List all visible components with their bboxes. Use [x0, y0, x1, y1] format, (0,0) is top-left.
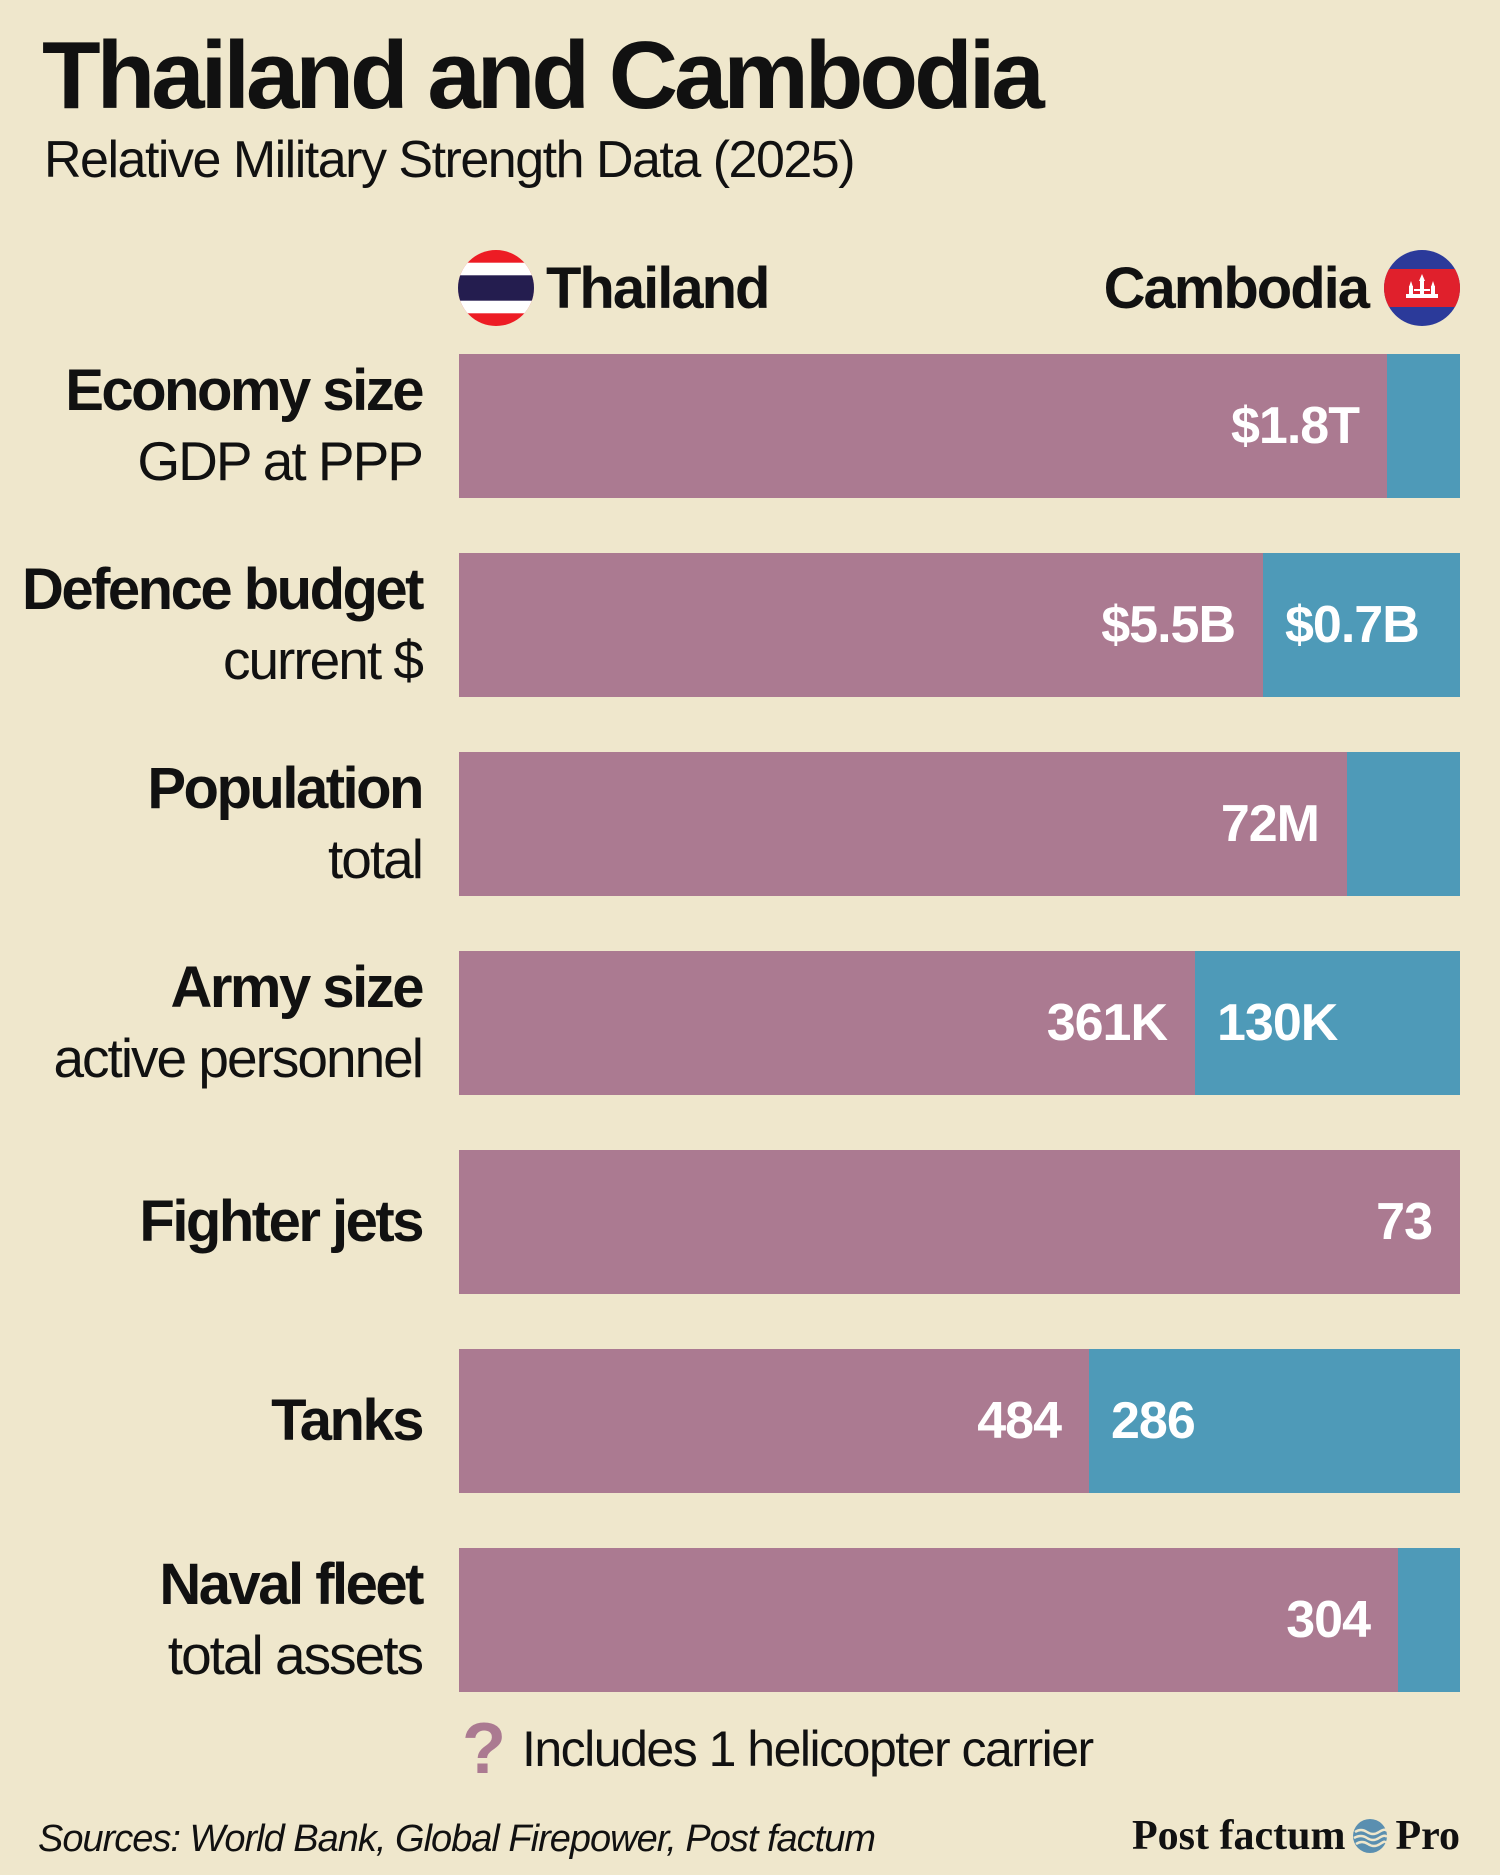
row-label-sub: active personnel — [53, 1027, 424, 1089]
sources: Sources: World Bank, Global Firepower, P… — [38, 1818, 876, 1860]
bar-area: 484 286 — [459, 1349, 1460, 1493]
bar-row: Economy size GDP at PPP $1.8T — [0, 354, 1500, 498]
value-label-cambodia: 130K — [1217, 994, 1338, 1052]
chart-title: Thailand and Cambodia — [42, 22, 1045, 129]
row-label: Naval fleet total assets — [0, 1548, 424, 1692]
row-label-main: Economy size — [65, 358, 424, 423]
bar-cambodia — [1347, 752, 1460, 896]
value-label-thailand: 72M — [1220, 795, 1320, 853]
value-label-thailand: 73 — [1376, 1193, 1433, 1251]
row-label: Economy size GDP at PPP — [0, 354, 424, 498]
bar-thailand — [459, 1548, 1398, 1692]
bar-cambodia — [1195, 951, 1460, 1095]
value-label-thailand: 304 — [1286, 1591, 1371, 1649]
bar-cambodia — [1263, 553, 1460, 697]
brand-name: Post factum — [1132, 1813, 1346, 1859]
row-label-sub: total assets — [167, 1624, 424, 1686]
row-label-main: Fighter jets — [139, 1189, 424, 1254]
bar-row: Army size active personnel 361K 130K — [0, 951, 1500, 1095]
thailand-flag-icon — [458, 250, 534, 326]
bar-cambodia — [1387, 354, 1460, 498]
row-label: Defence budget current $ — [0, 553, 425, 697]
cambodia-flag-icon — [1384, 250, 1460, 326]
row-label: Army size active personnel — [0, 951, 424, 1095]
row-label-main: Defence budget — [21, 557, 425, 622]
bar-row: Population total 72M — [0, 752, 1500, 896]
value-label-cambodia: 286 — [1111, 1392, 1196, 1450]
bar-row: Fighter jets 73 — [0, 1150, 1500, 1294]
row-label: Population total — [0, 752, 424, 896]
row-label-main: Army size — [170, 955, 424, 1020]
row-label-sub: GDP at PPP — [137, 430, 424, 492]
value-label-thailand: 484 — [977, 1392, 1062, 1450]
row-label: Tanks — [0, 1349, 424, 1493]
bar-row: Naval fleet total assets 304 — [0, 1548, 1500, 1692]
wave-globe-icon — [1353, 1819, 1389, 1853]
bar-area: $1.8T — [459, 354, 1460, 498]
legend-thailand: Thailand — [458, 248, 770, 328]
legend-label-thailand: Thailand — [546, 255, 770, 321]
value-label-thailand: 361K — [1046, 994, 1168, 1052]
question-mark-icon: ? — [462, 1709, 506, 1789]
chart-subtitle: Relative Military Strength Data (2025) — [44, 131, 856, 189]
bar-cambodia — [1089, 1349, 1460, 1493]
bar-thailand — [459, 1349, 1089, 1493]
bar-row: Defence budget current $ $5.5B $0.7B — [0, 553, 1500, 697]
bar-area: 304 — [459, 1548, 1460, 1692]
footnote-text: Includes 1 helicopter carrier — [521, 1721, 1094, 1777]
value-label-thailand: $1.8T — [1231, 397, 1360, 455]
bar-area: 73 — [459, 1150, 1460, 1294]
bar-thailand — [459, 1150, 1460, 1294]
row-label-sub: current $ — [222, 629, 424, 691]
value-label-cambodia: $0.7B — [1285, 596, 1420, 654]
row-label-main: Naval fleet — [159, 1552, 424, 1617]
bar-thailand — [459, 553, 1263, 697]
row-label-sub: total — [328, 828, 424, 890]
bar-area: $5.5B $0.7B — [459, 553, 1460, 697]
value-label-thailand: $5.5B — [1101, 596, 1236, 654]
brand-logo: Post factum Pro — [1132, 1812, 1460, 1860]
bar-thailand — [459, 951, 1195, 1095]
footnote: ? Includes 1 helicopter carrier — [462, 1709, 1094, 1789]
bar-area: 72M — [459, 752, 1460, 896]
bar-thailand — [459, 752, 1347, 896]
brand-tier: Pro — [1395, 1813, 1460, 1859]
bar-row: Tanks 484 286 — [0, 1349, 1500, 1493]
legend-cambodia: Cambodia — [1104, 248, 1460, 328]
row-label-main: Population — [147, 756, 424, 821]
bar-thailand — [459, 354, 1387, 498]
row-label-main: Tanks — [271, 1388, 424, 1453]
bar-cambodia — [1398, 1548, 1460, 1692]
legend-label-cambodia: Cambodia — [1103, 255, 1370, 321]
bar-area: 361K 130K — [459, 951, 1460, 1095]
row-label: Fighter jets — [0, 1150, 424, 1294]
